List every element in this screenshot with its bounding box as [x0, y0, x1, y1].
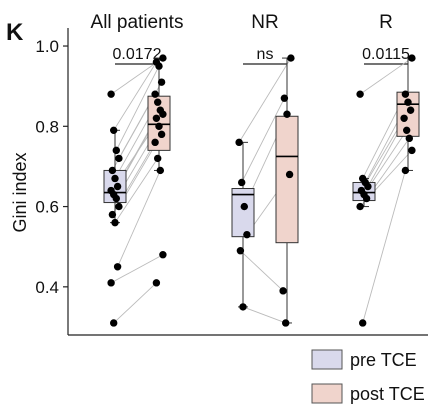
point-pre-nr: [236, 247, 245, 255]
point-pre-nr: [235, 138, 243, 147]
paired-line: [114, 158, 159, 223]
point-post-r: [405, 134, 413, 143]
point-post-r: [406, 106, 415, 114]
point-pre-all-patients: [110, 319, 118, 327]
y-tick-label: 0.8: [35, 117, 59, 136]
point-post-r: [401, 166, 410, 175]
paired-line: [359, 57, 413, 95]
point-pre-all-patients: [107, 90, 115, 98]
point-post-r: [400, 114, 408, 122]
y-axis-label: Gini index: [10, 152, 30, 232]
point-pre-nr: [240, 202, 248, 211]
point-post-r: [404, 98, 412, 106]
significance-label-r: 0.0115: [362, 46, 410, 63]
point-post-nr: [279, 287, 287, 295]
group-label-nr: NR: [251, 12, 278, 33]
point-post-nr: [285, 170, 294, 179]
paired-line: [242, 306, 286, 324]
point-pre-nr: [238, 178, 246, 187]
point-post-all-patients: [157, 130, 166, 139]
point-pre-nr: [239, 303, 247, 311]
paired-line: [115, 65, 160, 151]
point-pre-all-patients: [110, 126, 118, 135]
point-post-all-patients: [154, 154, 162, 163]
point-post-all-patients: [156, 166, 164, 175]
box-post-nr-box: [275, 115, 299, 244]
point-pre-all-patients: [107, 279, 115, 287]
point-pre-all-patients: [111, 218, 119, 227]
panel-label: K: [6, 19, 24, 46]
point-post-all-patients: [155, 122, 163, 130]
legend-swatch-0: [311, 349, 343, 370]
paired-line: [113, 282, 157, 324]
point-post-all-patients: [152, 114, 161, 122]
group-label-all-patients: All patients: [91, 12, 184, 33]
point-post-r: [403, 126, 411, 135]
point-post-all-patients: [154, 98, 162, 106]
point-pre-all-patients: [113, 182, 122, 191]
box-pre-nr-box: [231, 188, 255, 238]
point-post-nr: [283, 110, 291, 118]
point-pre-r: [362, 194, 371, 203]
point-pre-all-patients: [111, 174, 119, 183]
point-pre-all-patients: [108, 166, 117, 175]
point-pre-all-patients: [112, 146, 121, 155]
point-post-r: [408, 54, 416, 62]
paired-line: [117, 170, 161, 267]
paired-line: [362, 170, 406, 324]
legend-label-0: pre TCE: [350, 350, 417, 370]
point-post-all-patients: [151, 138, 159, 147]
significance-label-all-patients: 0.0172: [113, 46, 162, 63]
point-pre-all-patients: [115, 154, 123, 163]
y-tick-label: 1.0: [35, 37, 59, 56]
point-post-r: [401, 90, 410, 98]
group-label-r: R: [379, 12, 393, 33]
legend-swatch-1: [311, 383, 343, 404]
point-pre-r: [356, 202, 364, 211]
point-post-nr: [287, 54, 295, 62]
point-post-all-patients: [159, 54, 167, 62]
point-pre-all-patients: [112, 194, 121, 203]
point-post-all-patients: [157, 78, 166, 86]
point-pre-all-patients: [113, 263, 122, 271]
significance-label-nr: ns: [257, 46, 274, 63]
point-pre-r: [356, 90, 364, 98]
point-post-all-patients: [155, 62, 163, 70]
point-pre-r: [359, 319, 367, 327]
point-pre-all-patients: [115, 202, 123, 211]
legend-label-1: post TCE: [350, 384, 425, 404]
paired-line: [240, 250, 284, 292]
point-pre-r: [364, 182, 372, 191]
point-post-nr: [280, 94, 289, 102]
paired-line: [113, 61, 157, 131]
y-tick-label: 0.6: [35, 198, 59, 217]
point-pre-all-patients: [108, 210, 117, 219]
point-pre-nr: [243, 230, 251, 239]
point-post-nr: [282, 319, 290, 327]
point-post-r: [408, 146, 416, 155]
paired-line: [238, 57, 292, 143]
paired-line: [241, 97, 285, 183]
point-post-all-patients: [159, 110, 167, 118]
paired-line: [110, 254, 164, 284]
point-post-all-patients: [152, 279, 161, 287]
y-tick-label: 0.4: [35, 278, 59, 297]
point-post-all-patients: [159, 251, 167, 259]
point-post-all-patients: [151, 90, 159, 98]
